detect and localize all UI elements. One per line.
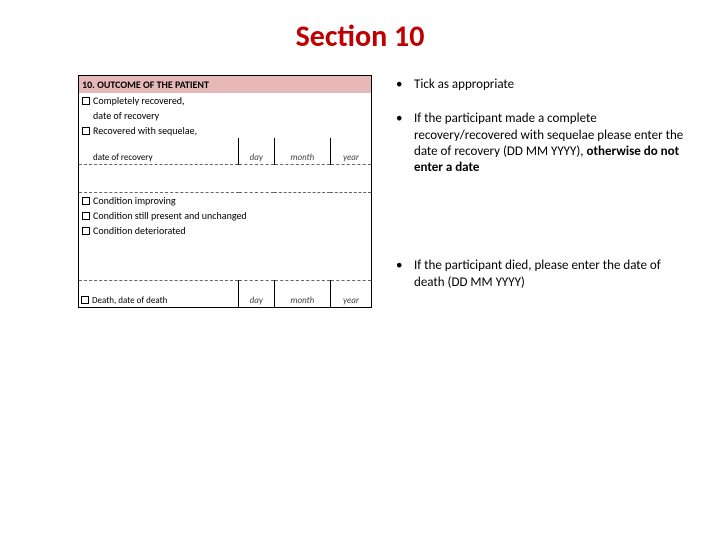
spacer	[79, 165, 372, 193]
date-year-cell[interactable]: year	[330, 280, 371, 307]
row-date-recovery-1: date of recovery	[79, 108, 372, 123]
date-day-cell[interactable]: day	[239, 280, 275, 307]
bullet-icon: •	[396, 258, 414, 291]
date-row-death: Death, date of death day month year	[79, 280, 372, 307]
form-header-label: OUTCOME OF THE PATIENT	[97, 78, 209, 91]
note-bullet-1: • Tick as appropriate	[396, 77, 688, 93]
checkbox-icon[interactable]	[82, 227, 90, 235]
row-completely-recovered: Completely recovered,	[79, 93, 372, 108]
row-recovered-sequelae: Recovered with sequelae,	[79, 123, 372, 138]
section-title: Section 10	[0, 0, 720, 67]
row-deteriorated: Condition deteriorated	[79, 223, 372, 238]
bullet-icon: •	[396, 77, 414, 93]
notes-column: • Tick as appropriate • If the participa…	[396, 75, 688, 309]
row-unchanged: Condition still present and unchanged	[79, 208, 372, 223]
note-bullet-3: • If the participant died, please enter …	[396, 258, 688, 291]
checkbox-icon[interactable]	[81, 296, 89, 304]
date-year-cell[interactable]: year	[330, 138, 371, 165]
row-improving: Condition improving	[79, 193, 372, 209]
checkbox-icon[interactable]	[82, 212, 90, 220]
date-month-cell[interactable]: month	[274, 138, 330, 165]
checkbox-icon[interactable]	[82, 97, 90, 105]
content-row: 10. OUTCOME OF THE PATIENT Completely re…	[0, 67, 720, 309]
note-bullet-2: • If the participant made a complete rec…	[396, 111, 688, 176]
checkbox-icon[interactable]	[82, 127, 90, 135]
form-header-row: 10. OUTCOME OF THE PATIENT	[79, 76, 372, 94]
form-header-number: 10.	[82, 78, 95, 91]
spacer	[79, 238, 372, 280]
spacer	[396, 194, 688, 258]
form-column: 10. OUTCOME OF THE PATIENT Completely re…	[78, 75, 372, 309]
checkbox-icon[interactable]	[82, 197, 90, 205]
bullet-icon: •	[396, 111, 414, 176]
outcome-form-table: 10. OUTCOME OF THE PATIENT Completely re…	[78, 75, 372, 308]
date-day-cell[interactable]: day	[239, 138, 275, 165]
date-row-recovery: date of recovery day month year	[79, 138, 372, 165]
date-month-cell[interactable]: month	[274, 280, 330, 307]
